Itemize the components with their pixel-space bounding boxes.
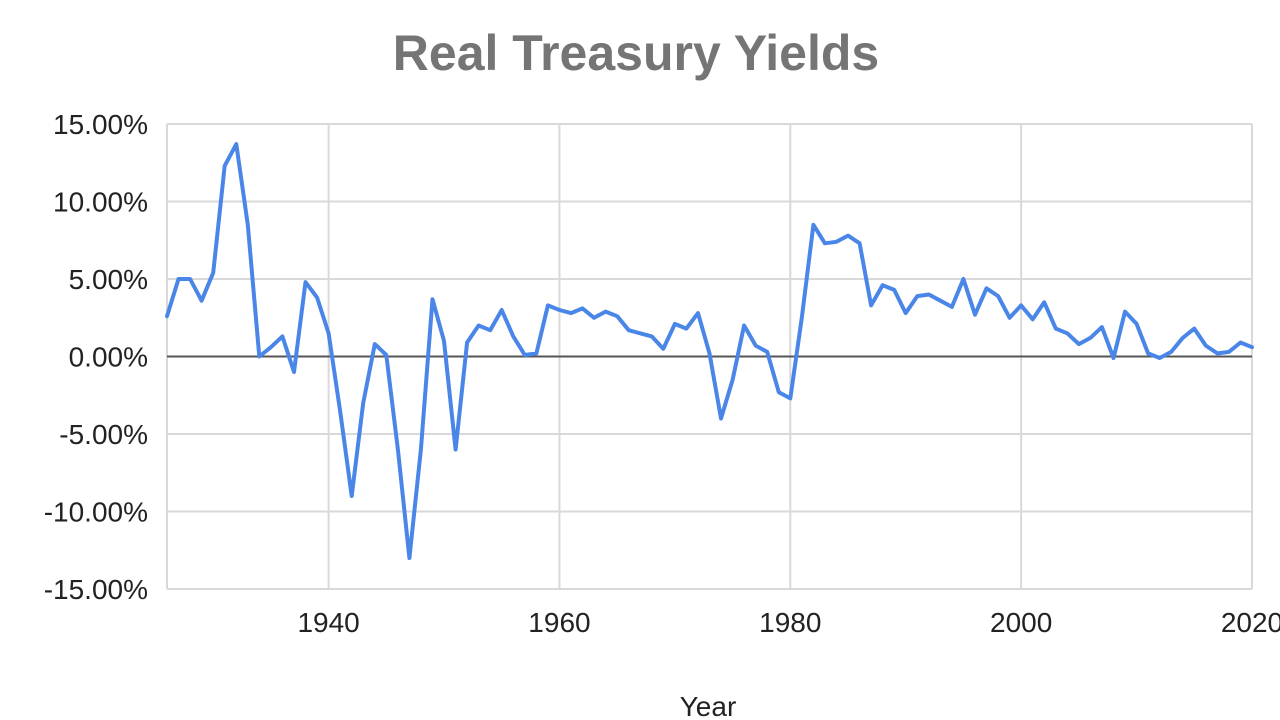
x-tick-label: 1960 [528, 607, 590, 638]
grid-layer [166, 123, 1253, 590]
x-tick-label: 2020 [1221, 607, 1280, 638]
y-tick-label: -5.00% [59, 419, 148, 450]
x-axis-ticks: 1940 1960 1980 2000 2020 [297, 607, 1280, 638]
y-tick-label: 5.00% [69, 264, 148, 295]
y-axis-ticks: 15.00% 10.00% 5.00% 0.00% -5.00% -10.00% -15.0… [44, 109, 148, 605]
series-layer [165, 142, 1254, 560]
y-tick-label: 0.00% [69, 342, 148, 373]
x-axis-label: Year [680, 691, 737, 720]
y-tick-label: -10.00% [44, 497, 148, 528]
y-tick-label: -15.00% [44, 574, 148, 605]
x-tick-label: 1940 [297, 607, 359, 638]
y-tick-label: 15.00% [53, 109, 148, 140]
y-tick-label: 10.00% [53, 187, 148, 218]
x-tick-label: 1980 [759, 607, 821, 638]
x-tick-label: 2000 [990, 607, 1052, 638]
series-line-0 [165, 142, 1254, 560]
chart-title: Real Treasury Yields [393, 25, 879, 81]
